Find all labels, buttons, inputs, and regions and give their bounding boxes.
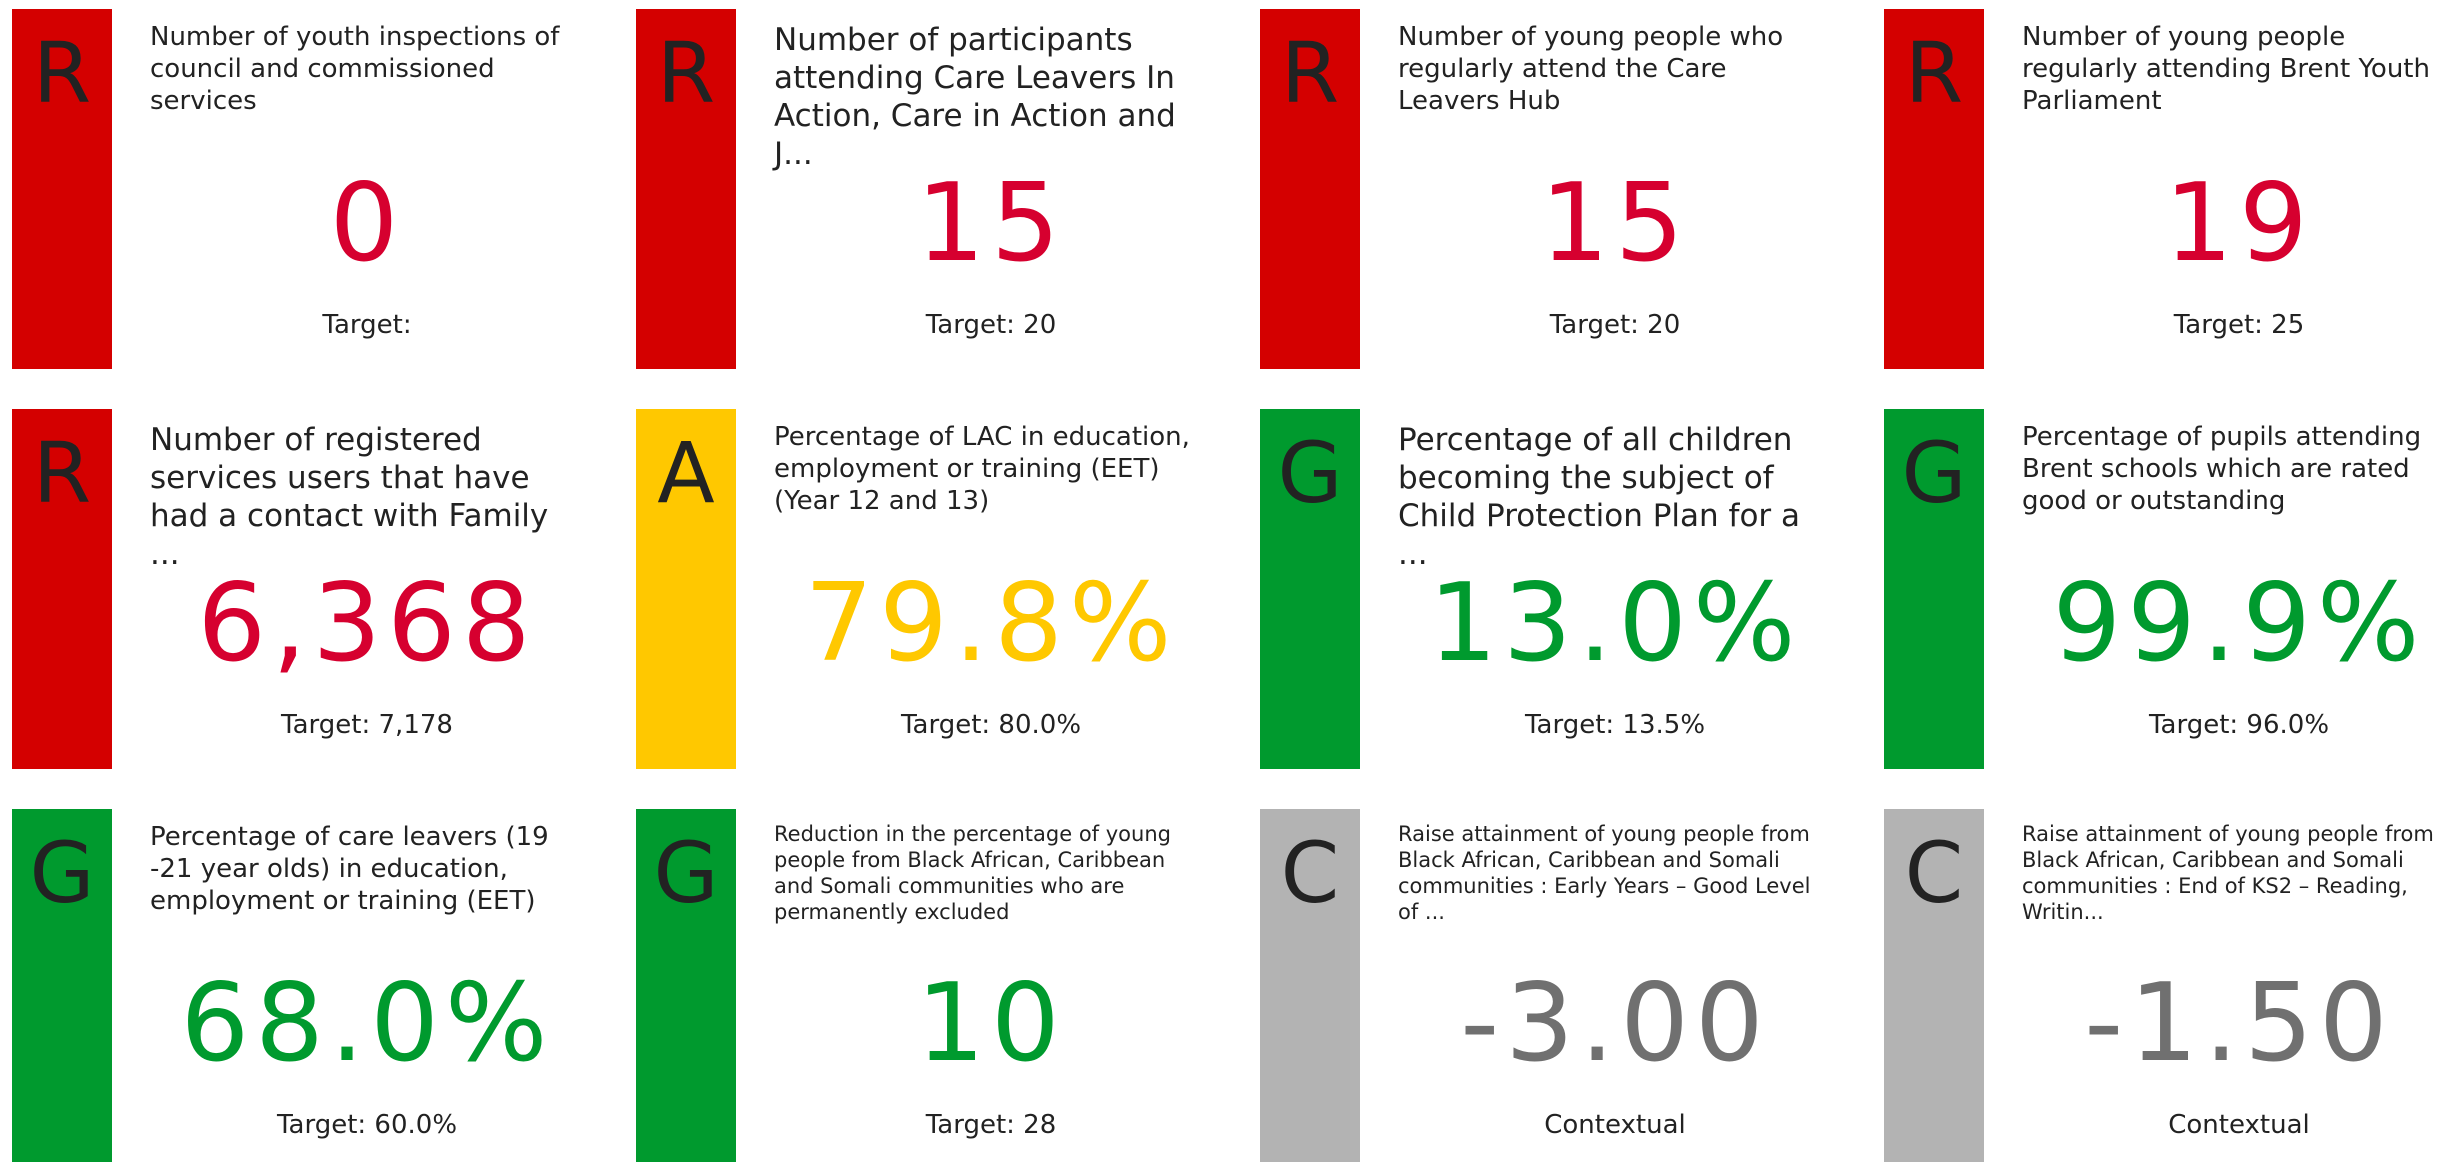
status-letter: R <box>32 424 92 522</box>
status-letter: R <box>32 24 92 122</box>
status-bar <box>636 809 736 1162</box>
status-bar <box>1260 9 1360 369</box>
kpi-value: 6,368 <box>197 561 537 686</box>
kpi-tile: R Number of young people regularly attend… <box>1884 9 2450 369</box>
kpi-value: 99.9% <box>2052 561 2426 686</box>
kpi-target: Target: 28 <box>925 1110 1057 1140</box>
status-bar <box>1884 409 1984 769</box>
kpi-value: 15 <box>916 161 1066 286</box>
kpi-value: 10 <box>916 961 1066 1086</box>
status-letter: G <box>1277 424 1343 522</box>
kpi-tile: G Percentage of care leavers (19 -21 year… <box>12 809 622 1162</box>
kpi-tile: R Number of youth inspections of council … <box>12 9 622 369</box>
status-bar <box>12 409 112 769</box>
kpi-title: Raise attainment of young people from Bl… <box>1398 822 1811 924</box>
kpi-value: 68.0% <box>180 961 554 1086</box>
kpi-tile: A Percentage of LAC in education, employm… <box>636 409 1246 769</box>
status-bar <box>636 409 736 769</box>
kpi-title: Raise attainment of young people from Bl… <box>2022 822 2434 924</box>
status-letter: G <box>1901 424 1967 522</box>
status-letter: C <box>1904 824 1964 922</box>
kpi-tile: R Number of young people who regularly at… <box>1260 9 1870 369</box>
status-bar <box>636 9 736 369</box>
kpi-title: Percentage of pupils attending Brent sch… <box>2022 422 2422 516</box>
kpi-tile: C Raise attainment of young people from B… <box>1884 809 2450 1162</box>
kpi-value: 79.8% <box>804 561 1178 686</box>
kpi-target: Target: 25 <box>2173 310 2305 340</box>
kpi-tile: G Percentage of all children becoming the… <box>1260 409 1870 769</box>
kpi-title: Percentage of all children becoming the … <box>1398 422 1801 572</box>
kpi-title: Number of registered services users that… <box>150 422 549 572</box>
kpi-title: Number of participants attending Care Le… <box>774 22 1176 172</box>
status-letter: G <box>653 824 719 922</box>
kpi-title: Number of young people regularly attendi… <box>2022 22 2430 116</box>
kpi-value: 19 <box>2164 161 2314 286</box>
kpi-target: Target: 20 <box>1549 310 1681 340</box>
kpi-target: Target: <box>322 310 412 340</box>
kpi-value: 13.0% <box>1428 561 1802 686</box>
kpi-title: Number of young people who regularly att… <box>1398 22 1784 116</box>
kpi-tile: C Raise attainment of young people from B… <box>1260 809 1870 1162</box>
status-bar <box>1884 809 1984 1162</box>
status-letter: G <box>29 824 95 922</box>
status-letter: R <box>1904 24 1964 122</box>
kpi-target: Target: 96.0% <box>2148 710 2330 740</box>
kpi-target: Target: 20 <box>925 310 1057 340</box>
kpi-title: Percentage of care leavers (19 -21 year … <box>150 822 549 916</box>
status-letter: R <box>1280 24 1340 122</box>
kpi-target: Contextual <box>1544 1110 1686 1140</box>
kpi-value: -1.50 <box>2084 961 2394 1086</box>
kpi-title: Percentage of LAC in education, employme… <box>774 422 1190 516</box>
kpi-target: Target: 13.5% <box>1524 710 1706 740</box>
kpi-title: Number of youth inspections of council a… <box>150 22 560 116</box>
status-bar <box>1884 9 1984 369</box>
kpi-value: 15 <box>1540 161 1690 286</box>
status-letter: C <box>1280 824 1340 922</box>
status-bar <box>1260 809 1360 1162</box>
status-bar <box>12 809 112 1162</box>
kpi-value: -3.00 <box>1460 961 1770 1086</box>
status-letter: R <box>656 24 716 122</box>
kpi-target: Contextual <box>2168 1110 2310 1140</box>
kpi-target: Target: 80.0% <box>900 710 1082 740</box>
status-bar <box>1260 409 1360 769</box>
kpi-value: 0 <box>329 161 405 286</box>
status-letter: A <box>657 424 715 522</box>
kpi-tile: G Reduction in the percentage of young pe… <box>636 809 1246 1162</box>
kpi-tile: G Percentage of pupils attending Brent sc… <box>1884 409 2450 769</box>
status-bar <box>12 9 112 369</box>
kpi-tile: R Number of participants attending Care L… <box>636 9 1246 369</box>
kpi-target: Target: 60.0% <box>276 1110 458 1140</box>
kpi-tile: R Number of registered services users tha… <box>12 409 622 769</box>
kpi-title: Reduction in the percentage of young peo… <box>774 822 1171 924</box>
kpi-target: Target: 7,178 <box>281 710 453 740</box>
